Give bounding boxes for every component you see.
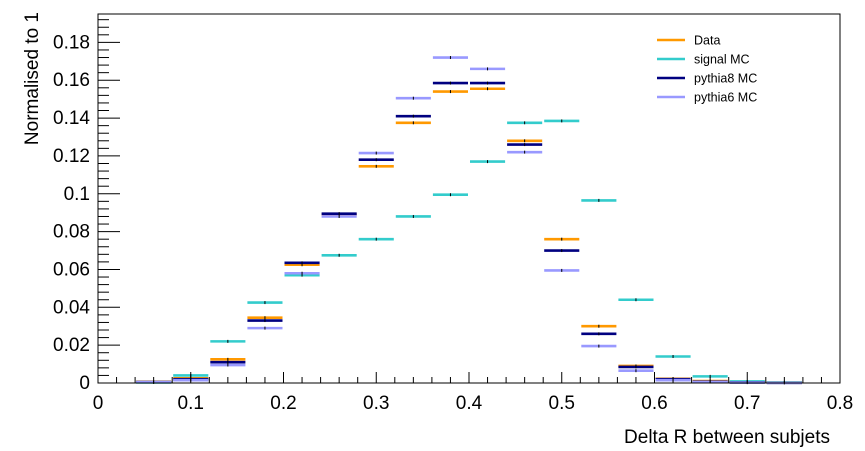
y-tick-label: 0.04	[53, 297, 90, 318]
legend-label: signal MC	[694, 53, 750, 67]
legend: Data signal MC pythia8 MC pythia6 MC	[657, 34, 757, 105]
series	[136, 56, 802, 385]
y-tick-label: 0.12	[53, 146, 90, 167]
legend-label: pythia6 MC	[694, 91, 757, 105]
series	[136, 81, 802, 385]
x-tick-label: 0.3	[363, 393, 389, 414]
x-tick-label: 0.7	[734, 393, 760, 414]
x-tick-label: 0.5	[549, 393, 575, 414]
y-tick-label: 0.16	[53, 70, 90, 91]
plot-frame	[97, 13, 841, 384]
x-tick-label: 0.1	[178, 393, 204, 414]
y-tick-label: 0.08	[53, 222, 90, 243]
y-tick-label: 0	[79, 373, 90, 394]
x-tick-label: 0.4	[456, 393, 483, 414]
y-tick-label: 0.02	[53, 335, 90, 356]
legend-label: Data	[694, 34, 720, 48]
x-tick-label: 0.2	[270, 393, 296, 414]
axes: 0 0.02 0.04 0.06 0.08 0.1 0.12 0.14 0.16 0.18 0 0.1…	[53, 13, 853, 414]
series	[136, 87, 802, 384]
y-tick-label: 0.1	[64, 184, 90, 205]
y-tick-label: 0.18	[53, 32, 90, 53]
x-axis-title: Delta R between subjets	[624, 427, 830, 448]
y-axis-title: Normalised to 1	[22, 12, 43, 145]
series	[136, 119, 802, 384]
legend-label: pythia8 MC	[694, 72, 757, 86]
plot-area	[136, 56, 802, 385]
x-tick-label: 0.6	[641, 393, 667, 414]
y-tick-label: 0.14	[53, 108, 90, 129]
x-tick-label: 0	[93, 393, 104, 414]
x-tick-label: 0.8	[827, 393, 853, 414]
y-tick-label: 0.06	[53, 259, 90, 280]
